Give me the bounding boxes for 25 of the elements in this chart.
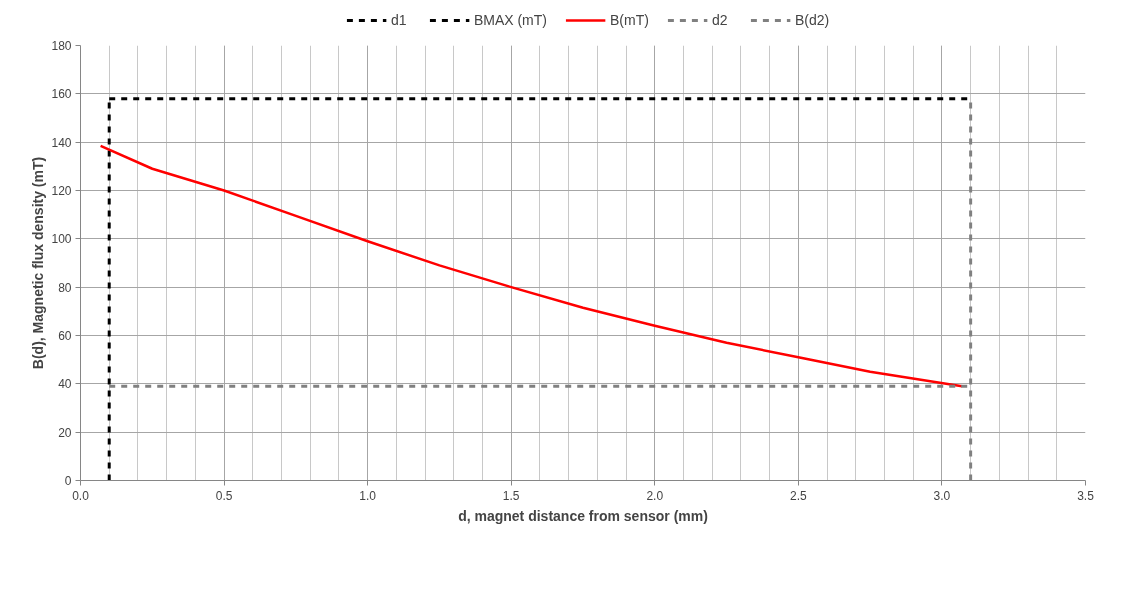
- legend-label: d2: [711, 12, 729, 28]
- x-tick-label: 2.5: [790, 488, 808, 503]
- y-tick-label: 160: [51, 87, 72, 102]
- y-axis-title: B(d), Magnetic flux density (mT): [29, 156, 46, 370]
- x-tick-label: 0.0: [72, 488, 90, 503]
- x-tick-label: 3.5: [1077, 488, 1095, 503]
- x-tick-label: 2.0: [646, 488, 664, 503]
- x-tick-label: 1.0: [359, 488, 377, 503]
- x-axis-title: d, magnet distance from sensor (mm): [458, 507, 708, 524]
- y-tick-label: 180: [51, 39, 72, 53]
- y-tick-label: 80: [58, 280, 72, 295]
- y-tick-label: 100: [51, 232, 72, 247]
- legend-label: B(d2): [794, 12, 830, 28]
- legend-label: BMAX (mT): [473, 12, 547, 28]
- legend-label: d1: [390, 12, 408, 28]
- y-tick-label: 40: [58, 377, 72, 392]
- y-tick-label: 120: [51, 184, 72, 198]
- legend-label: B(mT): [609, 12, 649, 28]
- y-tick-label: 20: [58, 425, 72, 440]
- x-tick-label: 3.0: [933, 488, 951, 503]
- y-tick-label: 60: [58, 329, 72, 343]
- y-tick-label: 0: [64, 474, 72, 488]
- y-tick-label: 140: [51, 135, 72, 150]
- x-tick-label: 1.5: [502, 488, 520, 503]
- x-tick-label: 0.5: [215, 488, 233, 503]
